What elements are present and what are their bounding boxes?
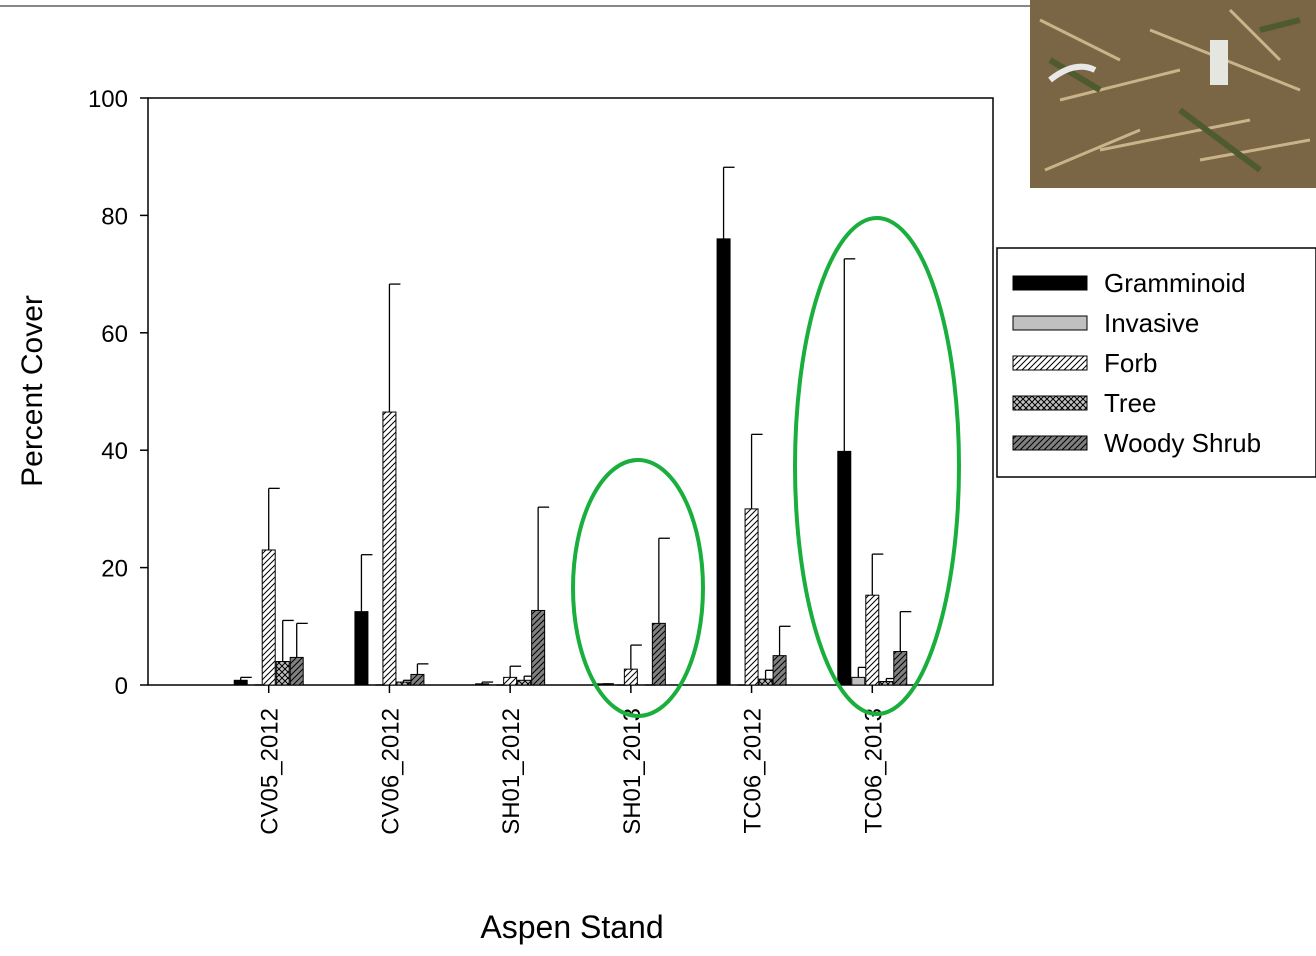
y-axis-label: Percent Cover bbox=[16, 295, 49, 487]
y-tick-label: 40 bbox=[101, 438, 128, 465]
x-tick-label: TC06_2012 bbox=[740, 708, 767, 833]
bar bbox=[410, 673, 425, 686]
bar bbox=[475, 683, 490, 686]
legend-label: Gramminoid bbox=[1104, 268, 1246, 298]
y-tick-label: 60 bbox=[101, 321, 128, 348]
bar bbox=[865, 594, 880, 686]
x-tick-label: SH01_2013 bbox=[619, 708, 646, 835]
bar bbox=[275, 661, 290, 686]
bar bbox=[396, 681, 411, 686]
bar bbox=[233, 679, 248, 686]
x-tick-label: CV06_2012 bbox=[377, 708, 404, 835]
y-tick-label: 0 bbox=[115, 673, 128, 700]
highlight-ellipse bbox=[793, 216, 961, 716]
bar bbox=[595, 683, 610, 686]
legend-swatch bbox=[1012, 355, 1088, 371]
bar bbox=[382, 411, 397, 686]
bar bbox=[651, 622, 666, 686]
bar bbox=[261, 549, 276, 686]
bar bbox=[893, 651, 908, 686]
bar bbox=[623, 668, 638, 686]
bar bbox=[289, 656, 304, 686]
legend-swatch bbox=[1012, 435, 1088, 451]
legend-label: Woody Shrub bbox=[1104, 428, 1261, 458]
bar bbox=[758, 678, 773, 686]
bar bbox=[354, 611, 369, 686]
x-tick-label: TC06_2013 bbox=[860, 708, 887, 833]
legend-swatch bbox=[1012, 315, 1088, 331]
x-tick-label: CV05_2012 bbox=[257, 708, 284, 835]
bar bbox=[531, 609, 546, 686]
bar bbox=[503, 676, 518, 686]
bar bbox=[716, 238, 731, 686]
bar bbox=[851, 676, 866, 686]
y-tick-label: 80 bbox=[101, 203, 128, 230]
bar bbox=[879, 680, 894, 686]
bar bbox=[744, 508, 759, 686]
legend-swatch bbox=[1012, 275, 1088, 291]
highlight-ellipse bbox=[571, 458, 705, 718]
bar bbox=[772, 655, 787, 686]
x-tick-label: SH01_2012 bbox=[498, 708, 525, 835]
bar bbox=[837, 450, 852, 686]
legend-swatch bbox=[1012, 395, 1088, 411]
plot-frame bbox=[147, 97, 994, 686]
legend-label: Invasive bbox=[1104, 308, 1199, 338]
x-axis-label: Aspen Stand bbox=[480, 909, 663, 945]
y-tick-label: 20 bbox=[101, 556, 128, 583]
photo bbox=[1030, 0, 1316, 188]
legend-label: Forb bbox=[1104, 348, 1157, 378]
bar bbox=[517, 679, 532, 686]
y-tick-label: 100 bbox=[88, 86, 128, 113]
legend-label: Tree bbox=[1104, 388, 1157, 418]
